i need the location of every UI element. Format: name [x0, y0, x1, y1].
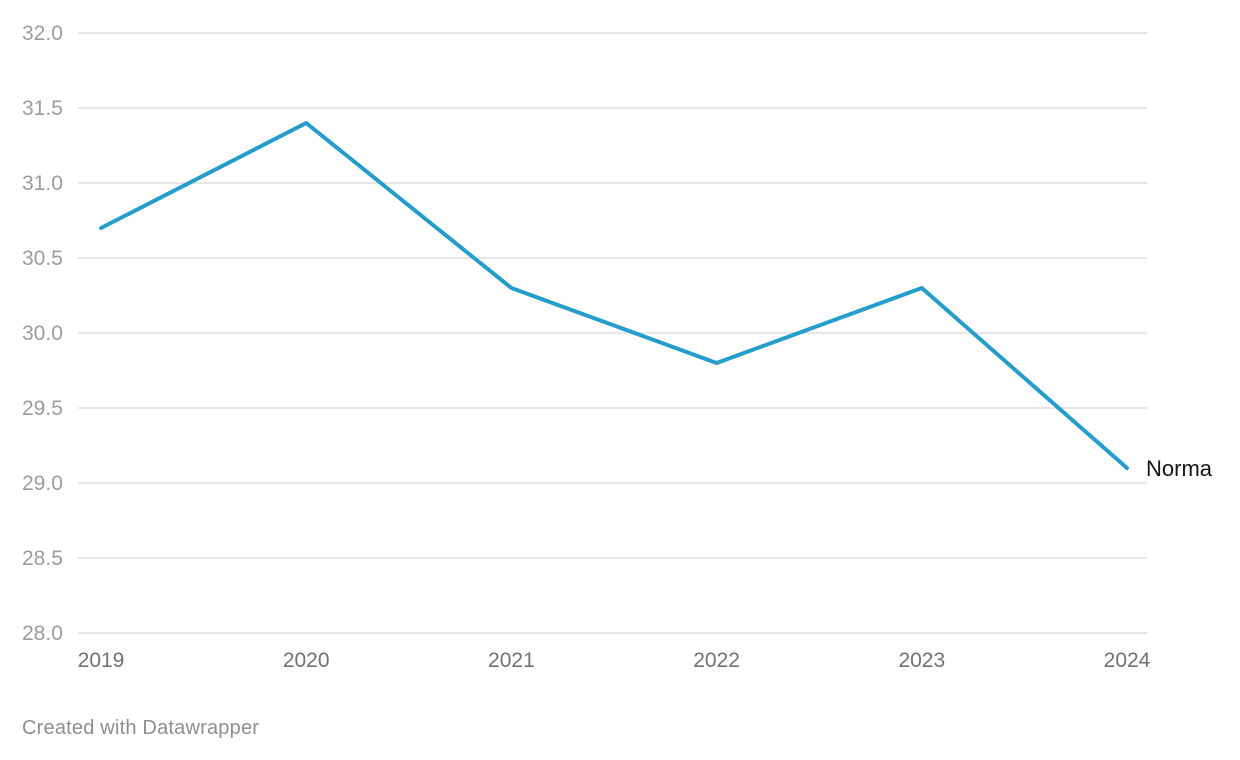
x-axis-tick-label: 2023: [898, 649, 945, 672]
data-line: [99, 121, 1129, 470]
x-axis-tick-label: 2020: [283, 649, 330, 672]
y-axis-tick-label: 32.0: [22, 22, 63, 45]
y-axis-tick-label: 30.5: [22, 247, 63, 270]
x-axis-tick-label: 2019: [78, 649, 125, 672]
line-chart-figure: 32.0 31.5 31.0 30.5 30.0 29.5 29.0 28.5 28.0 2019…: [22, 22, 1213, 672]
x-axis-tick-label: 2024: [1104, 649, 1151, 672]
y-axis-tick-label: 29.0: [22, 472, 63, 495]
y-axis-tick-label: 28.0: [22, 622, 63, 645]
x-axis-tick-label: 2022: [693, 649, 740, 672]
x-axis-tick-label: 2021: [488, 649, 535, 672]
series-label: Norma: [1146, 456, 1213, 481]
y-axis-tick-label: 30.0: [22, 322, 63, 345]
chart-canvas: 32.0 31.5 31.0 30.5 30.0 29.5 29.0 28.5 28.0 2019…: [22, 22, 1213, 672]
y-axis-tick-label: 31.0: [22, 172, 63, 195]
y-axis-tick-label: 31.5: [22, 97, 63, 120]
y-axis-tick-label: 28.5: [22, 547, 63, 570]
datawrapper-credit-link[interactable]: Created with Datawrapper: [22, 717, 260, 739]
y-axis-tick-label: 29.5: [22, 397, 63, 420]
